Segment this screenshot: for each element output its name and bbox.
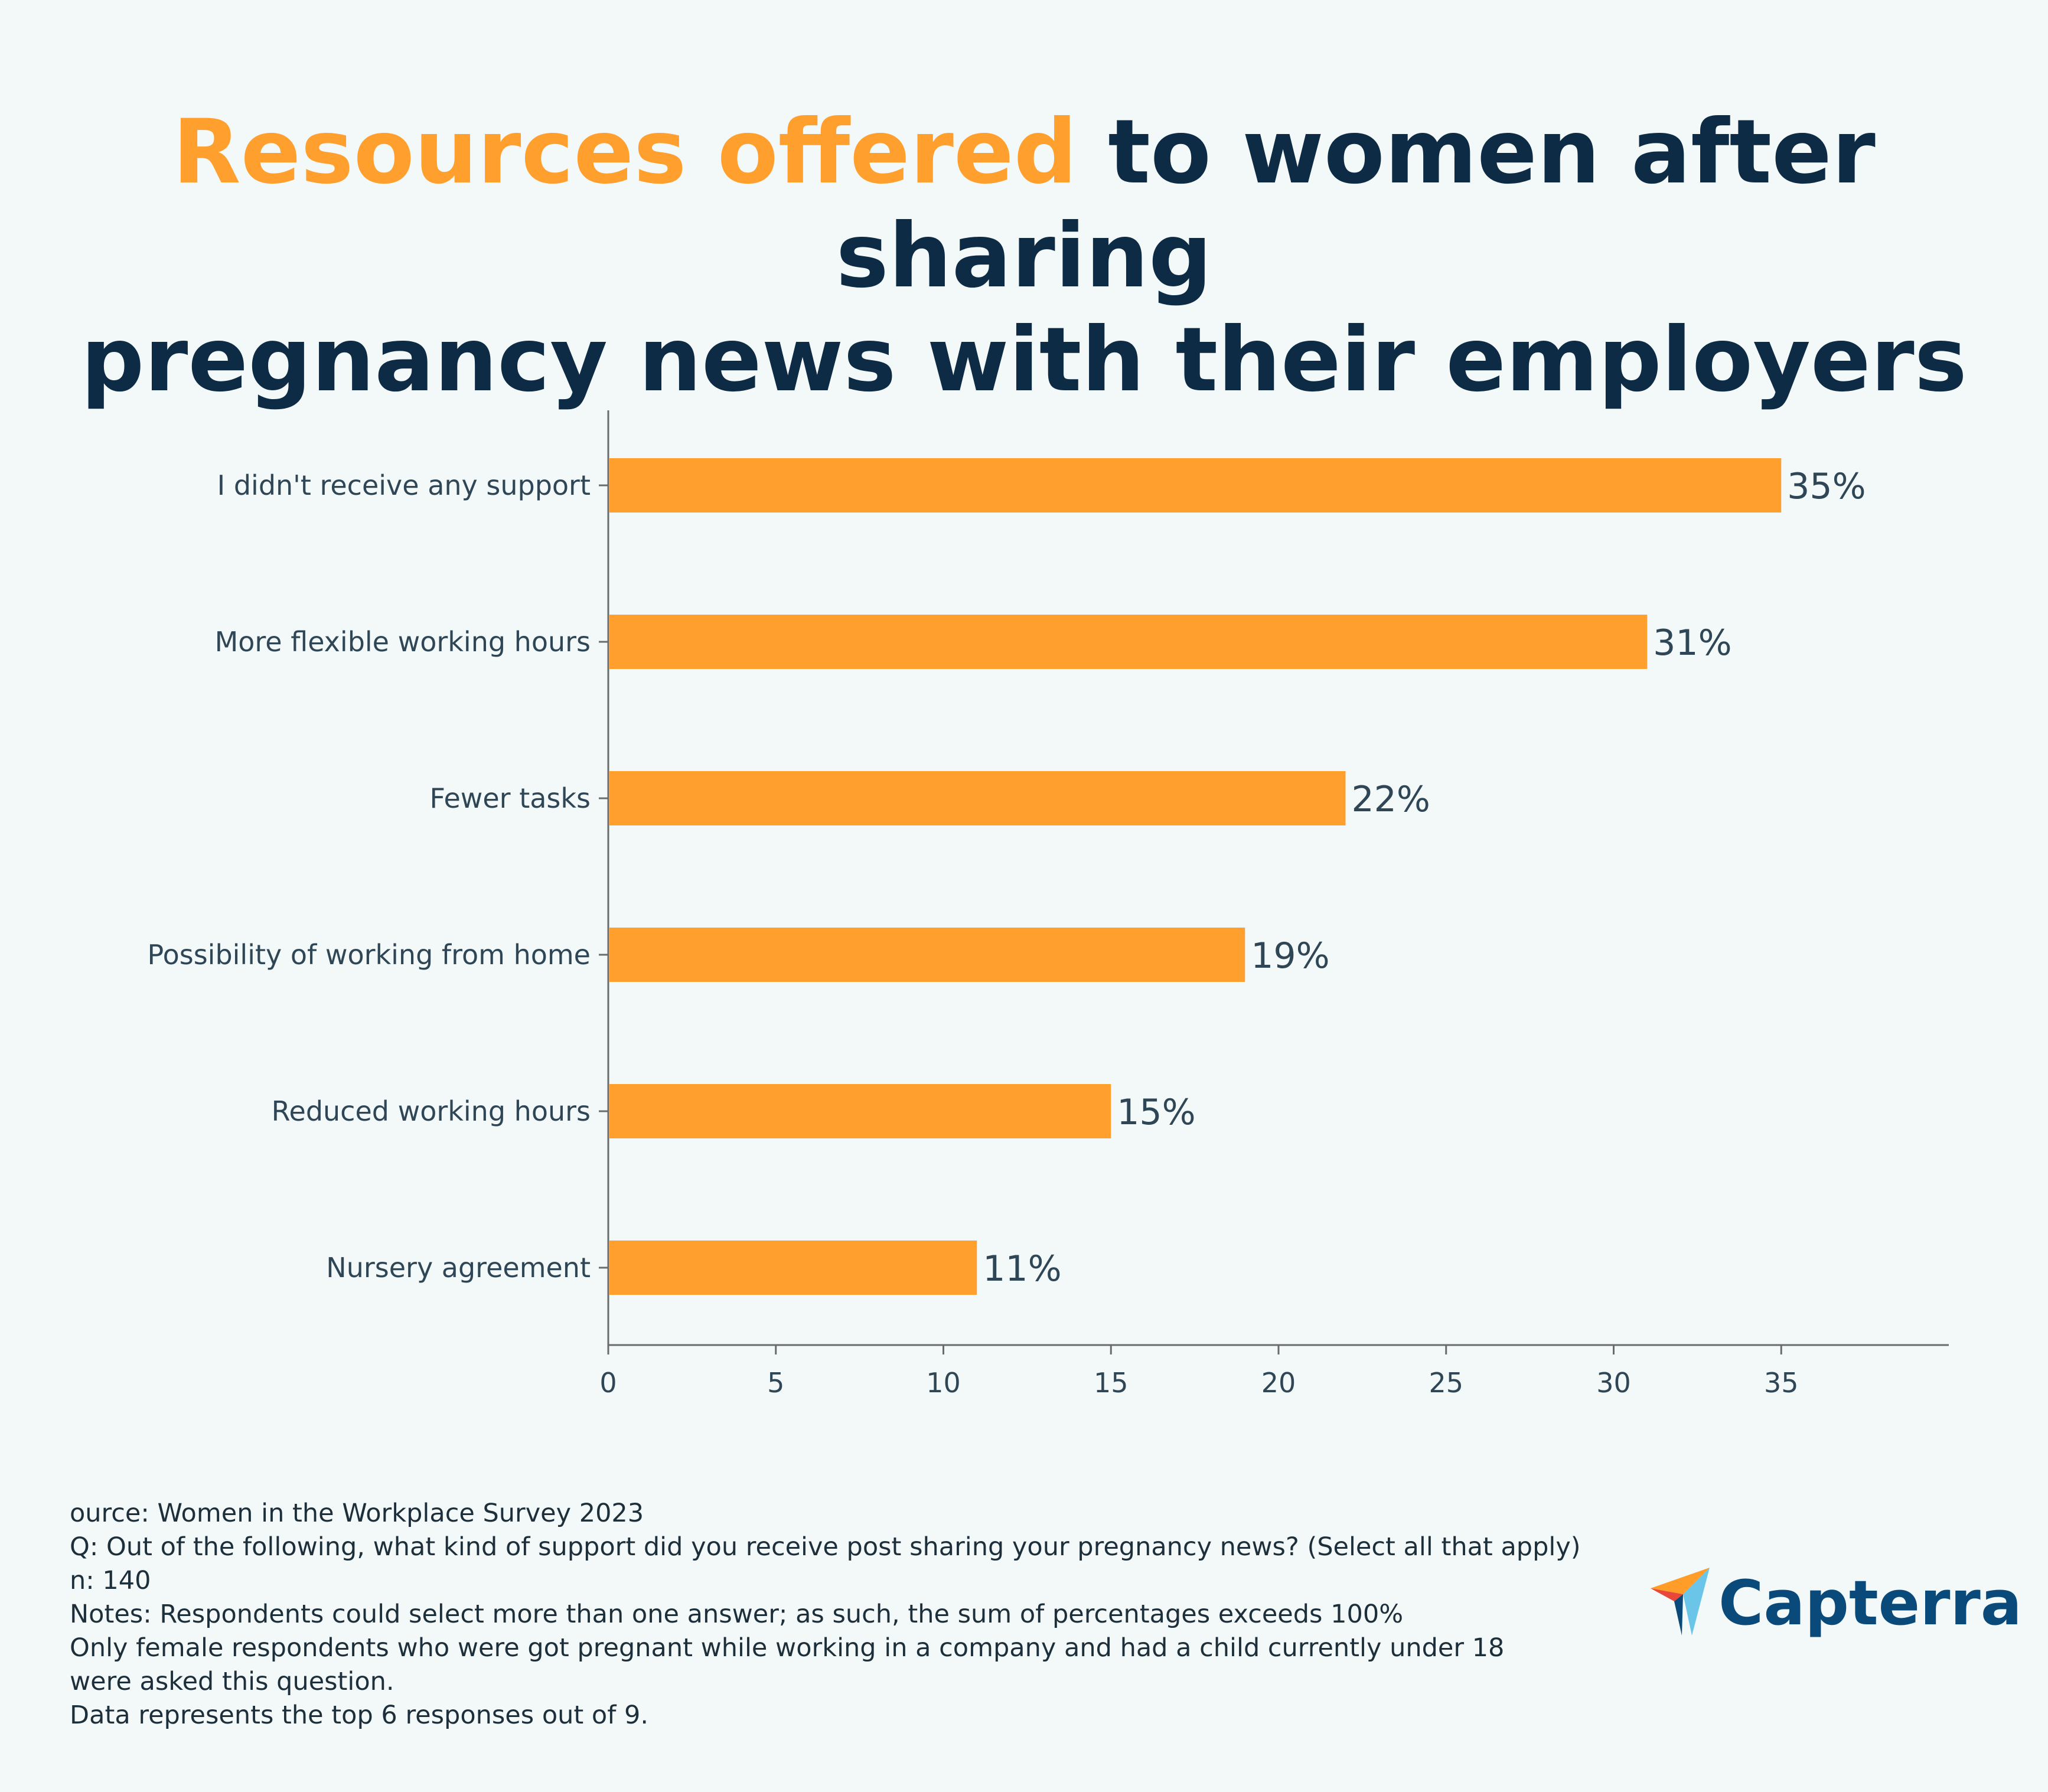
category-label: I didn't receive any support [217, 469, 591, 501]
page-title: Resources offered to women after sharing… [0, 100, 2048, 412]
bar [609, 1084, 1111, 1138]
data-label: 31% [1653, 622, 1731, 664]
footnotes: ource: Women in the Workplace Survey 202… [70, 1497, 1664, 1732]
bar [609, 771, 1346, 825]
category-label: Fewer tasks [430, 782, 591, 814]
title-line2: pregnancy news with their employers [81, 309, 1967, 412]
logo-text: Capterra [1718, 1567, 2022, 1639]
category-label: Nursery agreement [326, 1252, 591, 1284]
footnote-line: were asked this question. [70, 1667, 394, 1696]
footnote-line: Notes: Respondents could select more tha… [70, 1600, 1404, 1629]
x-tick-label: 30 [1596, 1367, 1631, 1399]
footnote-line: Only female respondents who were got pre… [70, 1633, 1505, 1663]
title-rest-line1: to women after sharing [836, 101, 1876, 308]
x-tick-label: 5 [767, 1367, 784, 1399]
chart-bars [609, 458, 1782, 1295]
category-label: Possibility of working from home [148, 939, 591, 971]
x-tick-label: 35 [1764, 1367, 1799, 1399]
chart-axes: 0 5 10 15 20 25 30 35 [599, 410, 1949, 1399]
footnote-line: ource: Women in the Workplace Survey 202… [70, 1499, 644, 1528]
capterra-logo: Capterra [1648, 1565, 2022, 1641]
bar [609, 458, 1782, 513]
x-tick-label: 15 [1094, 1367, 1129, 1399]
footnote-line: Q: Out of the following, what kind of su… [70, 1532, 1581, 1562]
capterra-arrow-icon [1651, 1568, 1710, 1636]
category-label: Reduced working hours [272, 1095, 591, 1127]
data-label: 11% [983, 1248, 1061, 1290]
x-tick-label: 20 [1261, 1367, 1296, 1399]
bar [609, 615, 1648, 669]
category-label: More flexible working hours [215, 626, 591, 658]
bar-chart: 0 5 10 15 20 25 30 35 I didn't receive any supp… [148, 410, 1949, 1399]
bar [609, 928, 1245, 982]
data-label: 19% [1251, 935, 1329, 977]
bar [609, 1241, 977, 1295]
title-accent: Resources offered [172, 101, 1078, 204]
chart-labels: I didn't receive any support 35% More flex… [148, 466, 1866, 1290]
x-tick-label: 10 [926, 1367, 961, 1399]
footnote-line: n: 140 [70, 1566, 151, 1595]
data-label: 35% [1787, 466, 1866, 507]
x-tick-label: 25 [1429, 1367, 1463, 1399]
data-label: 15% [1117, 1092, 1195, 1133]
x-tick-label: 0 [599, 1367, 617, 1399]
footnote-line: Data represents the top 6 responses out … [70, 1700, 649, 1730]
data-label: 22% [1352, 779, 1430, 820]
